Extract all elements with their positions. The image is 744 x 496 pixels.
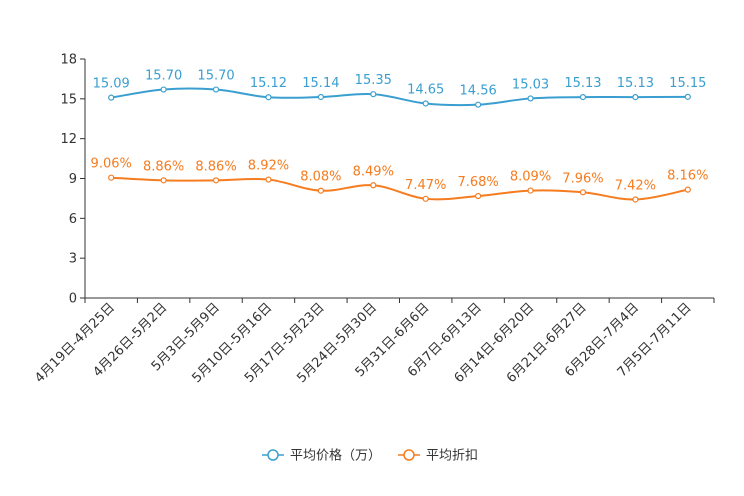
- y-tick-label: 12: [60, 132, 77, 147]
- legend-marker-icon: [267, 449, 279, 461]
- data-point[interactable]: [527, 187, 534, 194]
- data-point[interactable]: [684, 186, 691, 193]
- legend-label: 平均折扣: [426, 449, 478, 464]
- data-point[interactable]: [108, 94, 115, 101]
- data-point[interactable]: [422, 195, 429, 202]
- data-point[interactable]: [684, 93, 691, 100]
- data-point[interactable]: [632, 196, 639, 203]
- data-label: 7.68%: [457, 175, 498, 190]
- axes: 03691215184月19日-4月25日4月26日-5月2日5月3日-5月9日…: [32, 53, 715, 386]
- data-point[interactable]: [265, 94, 272, 101]
- legend-label: 平均价格（万）: [290, 448, 381, 464]
- data-label: 8.92%: [248, 159, 289, 174]
- data-label: 14.65: [407, 82, 444, 97]
- data-point[interactable]: [579, 94, 587, 101]
- legend[interactable]: 平均价格（万） 平均折扣: [262, 448, 478, 464]
- data-point[interactable]: [265, 176, 272, 183]
- data-label: 8.86%: [195, 159, 236, 174]
- y-tick-label: 15: [60, 92, 77, 107]
- data-label: 8.16%: [667, 169, 708, 184]
- data-point[interactable]: [108, 174, 115, 181]
- series-line: [111, 176, 688, 201]
- data-point[interactable]: [475, 101, 482, 108]
- data-label: 15.03: [512, 77, 549, 92]
- data-label: 14.56: [460, 84, 497, 99]
- legend-item-average-price[interactable]: 平均价格（万）: [262, 448, 381, 464]
- data-point[interactable]: [527, 95, 534, 102]
- data-label: 15.14: [302, 76, 339, 91]
- y-tick-label: 9: [69, 172, 77, 187]
- data-point[interactable]: [370, 182, 377, 189]
- data-point[interactable]: [160, 177, 167, 184]
- data-label: 7.47%: [405, 178, 446, 193]
- data-point[interactable]: [579, 189, 587, 196]
- data-label: 15.70: [145, 69, 182, 84]
- data-label: 15.70: [197, 69, 234, 84]
- y-tick-label: 0: [69, 292, 77, 307]
- data-label: 15.35: [355, 73, 392, 88]
- data-label: 15.12: [250, 76, 287, 91]
- data-point[interactable]: [160, 86, 167, 93]
- data-label: 7.96%: [562, 171, 603, 186]
- data-label: 9.06%: [91, 157, 132, 172]
- data-label: 15.15: [669, 76, 706, 91]
- legend-marker-icon: [403, 449, 415, 461]
- data-label: 8.09%: [510, 170, 551, 185]
- data-point[interactable]: [212, 86, 220, 93]
- data-label: 15.13: [564, 76, 601, 91]
- data-label: 15.13: [617, 76, 654, 91]
- y-tick-label: 6: [69, 212, 77, 227]
- series-average-discount: 9.06% 8.86% 8.86% 8.92% 8.08% 8.49% 7.47% 7.68%…: [91, 157, 708, 203]
- data-label: 15.09: [93, 77, 130, 92]
- data-point[interactable]: [422, 100, 429, 107]
- data-label: 7.42%: [615, 178, 656, 193]
- data-point[interactable]: [212, 177, 220, 184]
- data-point[interactable]: [317, 187, 324, 194]
- series-line: [111, 87, 688, 107]
- data-point[interactable]: [370, 91, 377, 98]
- data-point[interactable]: [317, 93, 324, 101]
- data-point[interactable]: [632, 94, 639, 101]
- data-label: 8.49%: [353, 164, 394, 179]
- data-label: 8.86%: [143, 159, 184, 174]
- data-point[interactable]: [475, 192, 482, 200]
- series-layer: 15.09 15.70 15.70 15.12 15.14 15.35 14.65 14.56…: [91, 69, 708, 203]
- y-tick-label: 3: [69, 252, 77, 267]
- legend-item-average-discount[interactable]: 平均折扣: [398, 449, 478, 464]
- y-tick-label: 18: [60, 53, 77, 68]
- data-label: 8.08%: [300, 170, 341, 185]
- series-average-price: 15.09 15.70 15.70 15.12 15.14 15.35 14.65 14.56…: [93, 69, 706, 108]
